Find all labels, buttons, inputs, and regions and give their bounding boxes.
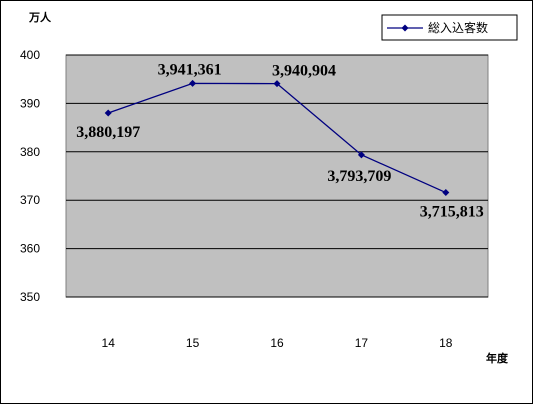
x-axis-ticks: 14 15 16 17 18 — [102, 336, 453, 350]
legend: 総入込客数 — [381, 14, 518, 41]
y-tick-label: 380 — [20, 145, 40, 159]
x-tick-label: 17 — [355, 336, 369, 350]
x-tick-label: 18 — [439, 336, 453, 350]
y-axis-unit: 万人 — [28, 10, 52, 24]
plot-area — [65, 54, 489, 298]
legend-label: 総入込客数 — [428, 20, 488, 35]
data-labels: 3,880,197 3,941,361 3,940,904 3,793,709 3,71… — [76, 61, 484, 220]
y-tick-label: 390 — [20, 96, 40, 110]
y-tick-label: 370 — [20, 193, 40, 207]
data-label: 3,793,709 — [327, 168, 391, 185]
data-point-marker — [104, 109, 112, 117]
data-label: 3,940,904 — [272, 63, 336, 80]
data-point-marker — [442, 189, 450, 197]
data-label: 3,715,813 — [420, 204, 484, 221]
data-point-marker — [189, 79, 197, 87]
data-label: 3,941,361 — [158, 61, 222, 78]
data-point-marker — [357, 151, 365, 159]
legend-marker-swatch — [401, 24, 409, 32]
x-axis-unit: 年度 — [486, 351, 509, 365]
x-tick-label: 16 — [270, 336, 284, 350]
y-axis-ticks: 350 360 370 380 390 400 — [20, 48, 40, 304]
data-label: 3,880,197 — [76, 124, 140, 141]
x-tick-label: 15 — [186, 336, 200, 350]
data-point-marker — [273, 80, 281, 88]
series-total-visitors — [104, 79, 450, 197]
y-tick-label: 360 — [20, 242, 40, 256]
y-tick-label: 350 — [20, 290, 40, 304]
y-tick-label: 400 — [20, 48, 40, 62]
x-tick-label: 14 — [102, 336, 116, 350]
